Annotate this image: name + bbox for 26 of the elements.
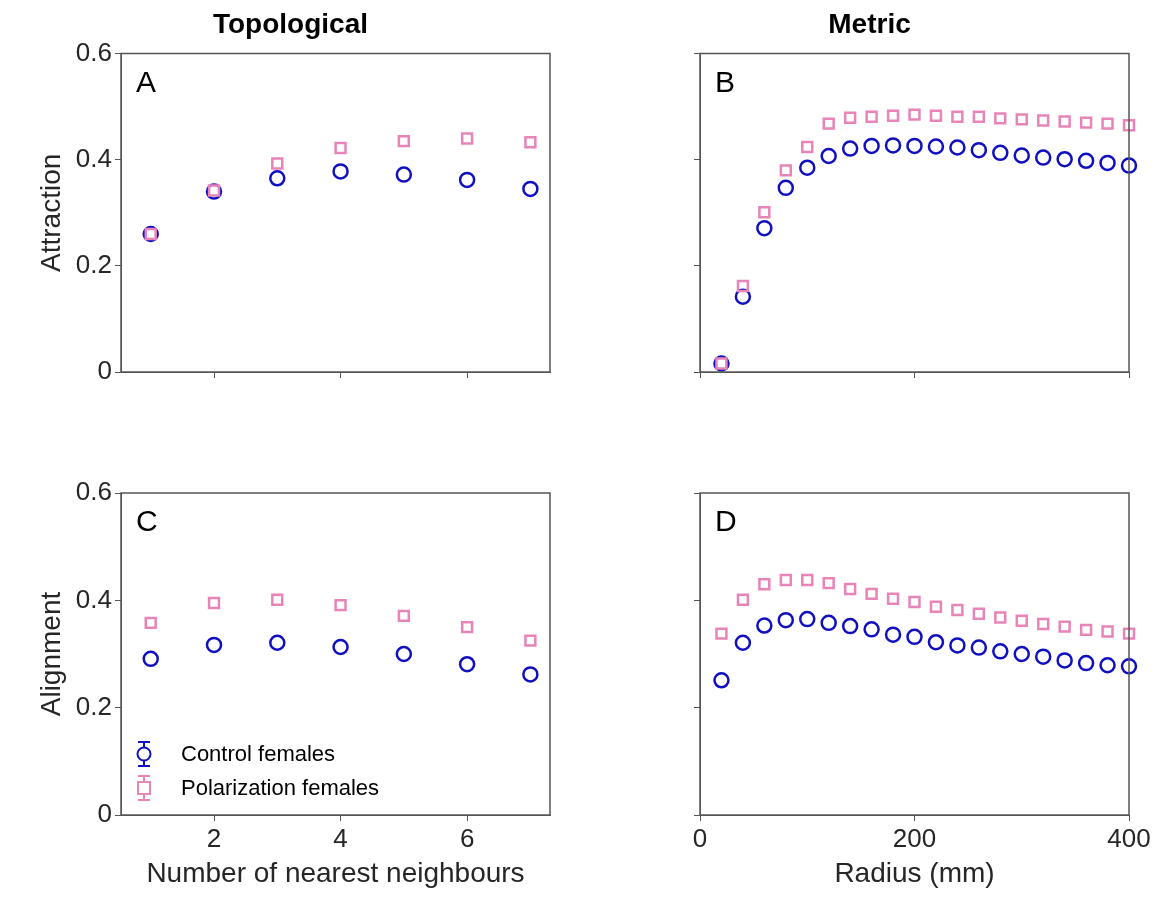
x-tick-label: 200 — [892, 822, 937, 853]
annotation: C — [136, 504, 158, 538]
x-tick-label: 2 — [206, 822, 222, 853]
y-tick-label: 0.4 — [75, 583, 112, 614]
annotation: D — [715, 504, 737, 538]
y-tick-label: 0.2 — [75, 690, 112, 721]
y-tick-label: 0.4 — [75, 142, 112, 173]
y-tick-label: 0.6 — [75, 36, 112, 67]
x-tick-label: 6 — [459, 822, 475, 853]
y-tick-label: 0 — [97, 798, 112, 829]
y-tick-label: 0.2 — [75, 249, 112, 280]
x-axis-title: Number of nearest neighbours — [146, 856, 525, 888]
legend-label: Polarization females — [181, 774, 380, 802]
x-axis-title: Radius (mm) — [834, 856, 995, 888]
x-tick-label: 4 — [333, 822, 348, 853]
y-tick-label: 0.6 — [75, 476, 112, 507]
legend-label: Control females — [181, 740, 336, 768]
y-tick-label: 0 — [97, 355, 112, 386]
chart-title: Metric — [828, 7, 911, 39]
y-axis-title: Attraction — [34, 153, 66, 272]
y-axis-title: Alignment — [34, 591, 66, 717]
annotation: A — [136, 64, 157, 98]
annotation: B — [715, 64, 736, 98]
x-tick-label: 400 — [1107, 822, 1151, 853]
x-tick-label: 0 — [692, 822, 708, 853]
chart-title: Topological — [212, 7, 369, 39]
